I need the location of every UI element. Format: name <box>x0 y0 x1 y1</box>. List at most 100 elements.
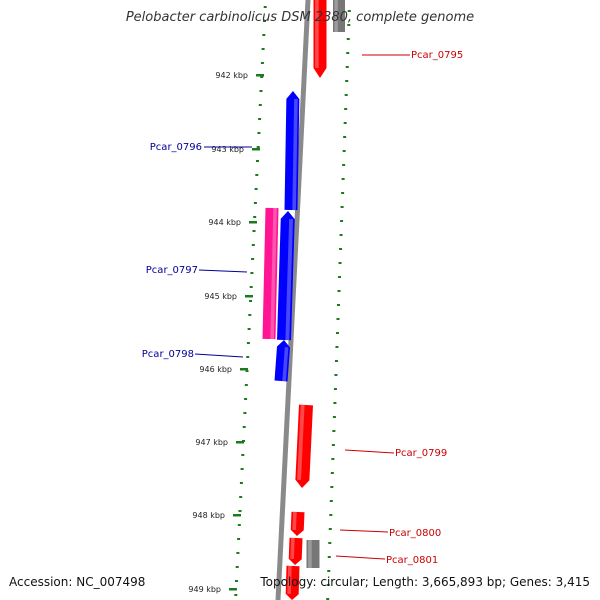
ruler-dot <box>327 556 331 558</box>
ruler-dot <box>335 332 339 334</box>
gene-label-pcar_0800[interactable]: Pcar_0800 <box>389 528 441 539</box>
ruler-dot <box>331 458 335 460</box>
gene-pcar_0795[interactable] <box>313 0 327 78</box>
ruler-dot <box>250 272 254 274</box>
ruler-dot <box>326 598 330 600</box>
scale-tick-label: 948 kbp <box>192 511 225 520</box>
gene-feature[interactable] <box>277 211 295 341</box>
ruler-dot <box>341 178 345 180</box>
gene-pcar_0797[interactable] <box>262 207 279 340</box>
ruler-dot <box>234 594 238 596</box>
ruler-dot <box>347 10 351 12</box>
ruler-dot <box>260 76 264 78</box>
ruler-dot <box>328 528 332 530</box>
ruler-dot <box>344 108 348 110</box>
ruler-dot <box>330 472 334 474</box>
scale-tick <box>245 295 253 298</box>
ruler-dot <box>246 342 250 344</box>
ruler-dot <box>326 584 330 586</box>
ruler-dot <box>338 262 342 264</box>
label-leader-line <box>194 353 244 358</box>
ruler-dot <box>347 24 351 26</box>
ruler-dot <box>237 538 241 540</box>
gene-pcar_0798[interactable] <box>274 340 290 382</box>
scale-tick <box>249 221 257 224</box>
ruler-dot <box>332 416 336 418</box>
scale-tick <box>256 74 264 77</box>
ruler-dot <box>259 90 263 92</box>
ruler-dot <box>346 52 350 54</box>
ruler-dot <box>331 444 335 446</box>
ruler-dot <box>247 328 251 330</box>
ruler-dot <box>263 6 267 8</box>
gene-feature[interactable] <box>333 0 345 32</box>
ruler-dot <box>337 304 340 306</box>
ruler-dot <box>260 62 264 64</box>
gene-pcar_0801[interactable] <box>288 537 303 565</box>
ruler-dot <box>341 192 345 194</box>
ruler-dot <box>333 402 337 404</box>
ruler-dot <box>249 286 253 288</box>
ruler-dot <box>340 206 344 208</box>
gene-label-pcar_0801[interactable]: Pcar_0801 <box>386 555 438 566</box>
scale-tick-label: 944 kbp <box>208 218 241 227</box>
ruler-dot <box>248 314 252 316</box>
ruler-dot <box>337 290 341 292</box>
gene-labels: Pcar_0795 Pcar_0796 Pcar_0797 Pcar_0798 Pcar… <box>142 50 463 566</box>
ruler-dot <box>343 122 347 124</box>
gene-label-pcar_0796[interactable]: Pcar_0796 <box>150 142 202 153</box>
gene-label-pcar_0798[interactable]: Pcar_0798 <box>142 349 194 360</box>
ruler-dot <box>327 570 331 572</box>
ruler-dot <box>342 150 346 152</box>
ruler-dot <box>256 160 259 162</box>
scale-tick-label: 949 kbp <box>188 585 221 594</box>
scale-tick-label: 947 kbp <box>195 438 228 447</box>
ruler-dot <box>329 500 333 502</box>
scale-tick <box>240 368 248 371</box>
label-leader-line <box>344 449 395 454</box>
ruler-dot <box>346 38 350 40</box>
ruler-dot <box>249 300 252 302</box>
ruler-dot <box>240 468 244 470</box>
scale-tick-label: 942 kbp <box>215 71 248 80</box>
ruler-dot <box>340 220 344 222</box>
ruler-dot <box>253 202 257 204</box>
ruler-dot <box>244 398 248 400</box>
ruler-dot <box>242 426 246 428</box>
gene-pcar_0800[interactable] <box>290 511 305 536</box>
ruler-dot <box>241 454 245 456</box>
gene-feature[interactable] <box>285 565 300 600</box>
scale-tick-label: 945 kbp <box>204 292 237 301</box>
ruler-dot <box>339 248 343 250</box>
label-leader-line <box>335 555 386 560</box>
scale-tick <box>252 148 260 151</box>
scale-tick-label: 943 kbp <box>211 145 244 154</box>
ruler-dot <box>262 34 266 36</box>
ruler-dot <box>244 384 248 386</box>
gene-label-pcar_0799[interactable]: Pcar_0799 <box>395 448 447 459</box>
gene-pcar_0799[interactable] <box>295 404 313 488</box>
ruler-dot <box>239 482 243 484</box>
gene-label-pcar_0797[interactable]: Pcar_0797 <box>146 265 198 276</box>
ruler-dot <box>246 356 250 358</box>
ruler-dot <box>261 48 265 50</box>
ruler-dot <box>342 164 346 166</box>
scale-tick <box>236 441 244 444</box>
gene-feature[interactable] <box>306 540 320 568</box>
ruler-dot <box>344 94 348 96</box>
ruler-dot <box>236 552 240 554</box>
ruler-dot <box>328 542 332 544</box>
gene-pcar_0796[interactable] <box>284 91 300 211</box>
ruler-dot <box>237 524 241 526</box>
genome-title: Pelobacter carbinolicus DSM 2380, comple… <box>125 10 475 25</box>
ruler-dot <box>256 146 260 148</box>
ruler-dot <box>345 66 349 68</box>
ruler-dot <box>253 216 257 218</box>
ruler-dot <box>245 370 249 372</box>
gene-label-pcar_0795[interactable]: Pcar_0795 <box>411 50 463 61</box>
topology-text: Topology: circular; Length: 3,665,893 bp… <box>260 575 590 589</box>
label-leader-line <box>198 269 248 273</box>
ruler-dot <box>333 388 337 390</box>
ruler-dot <box>255 174 259 176</box>
